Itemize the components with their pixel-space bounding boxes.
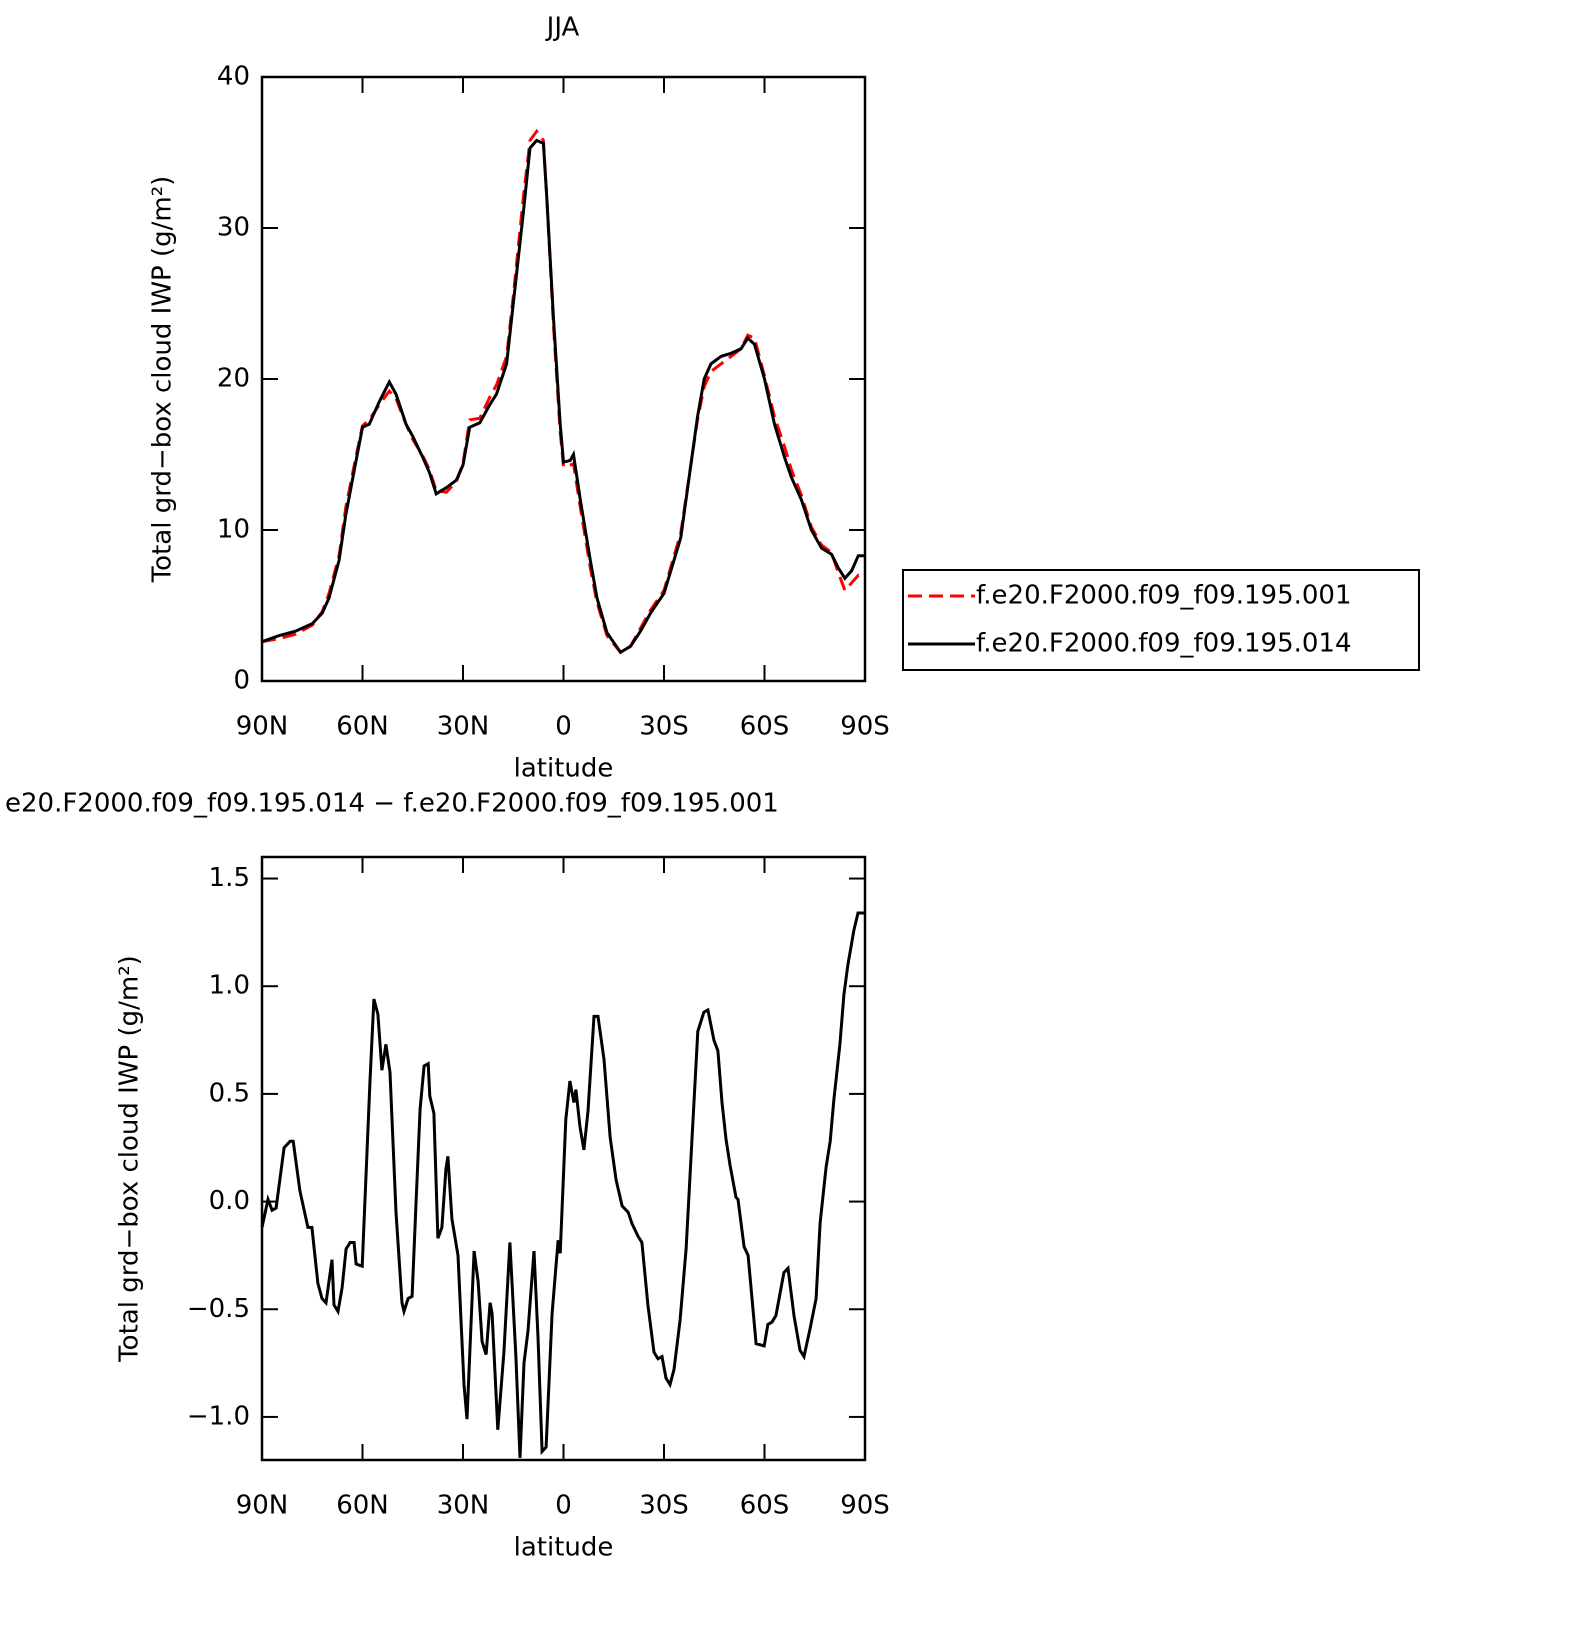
y-tick-label: −0.5 [187,1294,250,1324]
x-tick-label: 0 [555,712,572,742]
y-axis-label: Total grd−box cloud IWP (g/m²) [115,955,145,1363]
x-axis-label: latitude [514,754,614,784]
x-axis-label: latitude [514,1533,614,1563]
plot-frame [260,75,867,683]
y-tick-label: 0.5 [209,1078,250,1108]
chart-title: e20.F2000.f09_f09.195.014 − f.e20.F2000.… [5,789,779,819]
plot-frame [260,855,867,1462]
x-tick-label: 30N [437,712,490,742]
x-tick-label: 90S [840,1491,890,1521]
x-tick-label: 30S [639,712,689,742]
y-tick-label: 20 [217,364,250,394]
legend-label: f.e20.F2000.f09_f09.195.014 [976,629,1352,659]
x-tick-label: 90N [236,712,289,742]
data-line [261,138,865,655]
x-tick-label: 60S [740,1491,790,1521]
y-tick-label: 1.0 [209,971,250,1001]
y-tick-label: 10 [217,515,250,545]
x-tick-label: 60N [336,712,389,742]
y-tick-label: 1.5 [209,863,250,893]
x-tick-label: 30S [639,1491,689,1521]
x-tick-label: 30N [437,1491,490,1521]
x-tick-label: 60N [336,1491,389,1521]
x-tick-label: 0 [555,1491,572,1521]
y-tick-label: −1.0 [187,1401,250,1431]
legend-label: f.e20.F2000.f09_f09.195.001 [976,581,1352,611]
y-tick-label: 0.0 [209,1186,250,1216]
y-tick-label: 0 [233,666,250,696]
x-tick-label: 90S [840,712,890,742]
data-line [260,911,865,1458]
y-tick-label: 30 [217,213,250,243]
y-tick-label: 40 [217,62,250,92]
x-tick-label: 90N [236,1491,289,1521]
data-line [261,128,866,655]
legend-box [902,569,1420,671]
chart-title: JJA [545,13,580,43]
x-tick-label: 60S [740,712,790,742]
y-axis-label: Total grd−box cloud IWP (g/m²) [148,176,178,584]
